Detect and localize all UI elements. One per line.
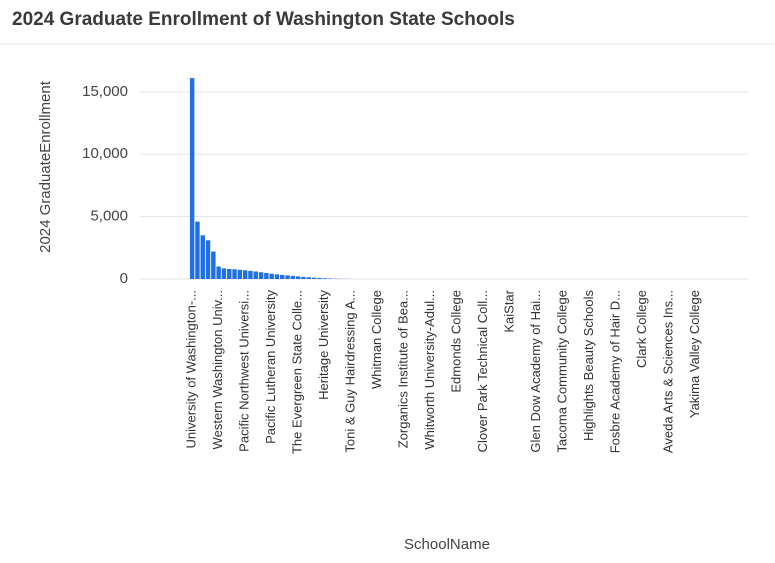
x-tick-label: KaiStar bbox=[502, 289, 517, 332]
bar bbox=[285, 275, 290, 279]
x-tick-label: Pacific Northwest Universi... bbox=[237, 290, 252, 452]
x-tick-label: Clark College bbox=[634, 290, 649, 368]
bar bbox=[295, 276, 301, 279]
bar bbox=[211, 251, 216, 279]
bar bbox=[280, 274, 285, 279]
y-axis-label: 2024 GraduateEnrollment bbox=[37, 80, 54, 253]
bar bbox=[205, 240, 211, 279]
bar bbox=[227, 269, 232, 279]
x-tick-label: Heritage University bbox=[316, 290, 331, 400]
bar bbox=[322, 278, 327, 279]
x-tick-label: Toni & Guy Hairdressing A... bbox=[343, 290, 358, 453]
x-tick-label: Western Washington Univ... bbox=[210, 290, 225, 449]
bar bbox=[317, 278, 322, 279]
x-tick-label: Aveda Arts & Sciences Ins... bbox=[661, 290, 676, 453]
x-tick-label: Whitman College bbox=[369, 290, 384, 389]
bar bbox=[221, 268, 227, 279]
x-tick-label: Pacific Lutheran University bbox=[263, 290, 278, 444]
bar bbox=[189, 78, 195, 279]
x-tick-label: Edmonds College bbox=[449, 290, 464, 393]
y-tick-label: 15,000 bbox=[82, 83, 128, 100]
bar bbox=[306, 277, 311, 279]
bar bbox=[216, 266, 221, 279]
bar bbox=[237, 269, 243, 279]
x-tick-label: Fosbre Academy of Hair D... bbox=[608, 290, 623, 453]
bar bbox=[200, 235, 205, 279]
x-tick-label: Whitworth University-Adul... bbox=[422, 290, 437, 450]
x-tick-label: Yakima Valley College bbox=[687, 290, 702, 418]
bar bbox=[274, 274, 280, 279]
bar bbox=[253, 271, 258, 279]
bar bbox=[248, 270, 253, 279]
y-tick-label: 5,000 bbox=[90, 208, 128, 225]
x-tick-label: The Evergreen State Colle... bbox=[290, 290, 305, 454]
bar bbox=[290, 275, 296, 279]
x-tick-label: Glen Dow Academy of Hai... bbox=[528, 290, 543, 453]
x-tick-label: Tacoma Community College bbox=[555, 290, 570, 453]
bar bbox=[264, 273, 269, 279]
x-tick-label: Zorganics Institute of Bea... bbox=[396, 290, 411, 448]
chart-title: 2024 Graduate Enrollment of Washington S… bbox=[12, 9, 515, 30]
x-tick-label: Highlights Beauty Schools bbox=[581, 290, 596, 442]
bar bbox=[311, 277, 317, 279]
bar bbox=[258, 272, 264, 279]
y-tick-label: 0 bbox=[120, 270, 128, 287]
x-axis-label: SchoolName bbox=[404, 536, 490, 553]
x-tick-label: Clover Park Technical Coll... bbox=[475, 290, 490, 452]
bar bbox=[301, 276, 306, 279]
x-tick-label: University of Washington-... bbox=[184, 290, 199, 448]
y-tick-label: 10,000 bbox=[82, 145, 128, 162]
bar bbox=[232, 269, 237, 279]
bar bbox=[242, 270, 248, 279]
bar bbox=[195, 221, 200, 279]
bar bbox=[269, 273, 274, 279]
